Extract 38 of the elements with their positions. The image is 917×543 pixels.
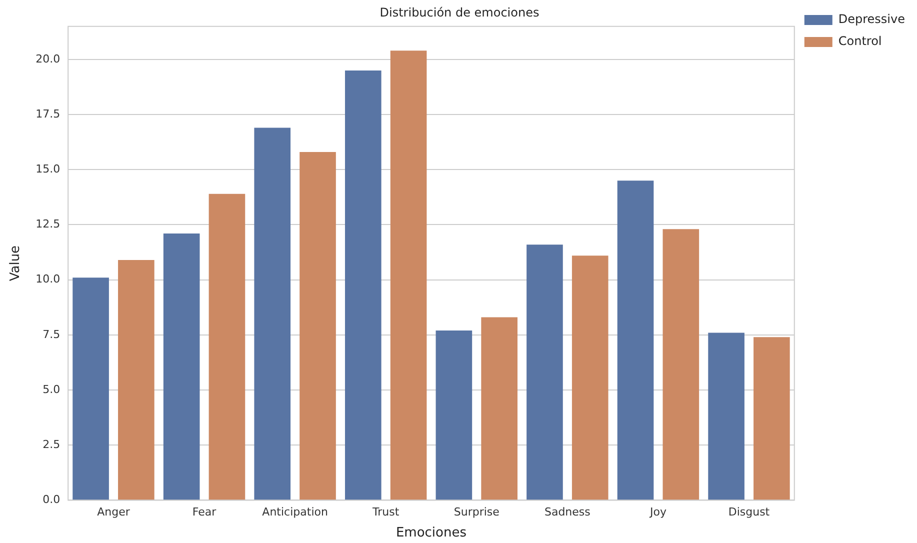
bar (481, 317, 518, 500)
bar (708, 332, 744, 500)
x-tick-label: Anticipation (262, 506, 328, 519)
bar (118, 260, 154, 500)
bar (300, 152, 336, 500)
x-tick-label: Disgust (728, 506, 770, 519)
bar (617, 180, 654, 500)
y-tick-label: 10.0 (36, 272, 60, 286)
legend-label: Depressive (838, 12, 906, 26)
x-tick-label: Fear (192, 506, 217, 519)
y-tick-label: 12.5 (36, 218, 60, 231)
bar (390, 50, 427, 500)
y-axis-title: Value (8, 245, 24, 282)
bar (572, 256, 608, 500)
bar (754, 337, 790, 500)
y-tick-label: 20.0 (36, 52, 60, 66)
bar (662, 229, 700, 500)
bar (254, 128, 291, 500)
x-tick-label: Trust (372, 506, 400, 519)
x-tick-label: Surprise (454, 506, 500, 519)
bar (163, 234, 200, 500)
x-tick-label: Joy (648, 506, 667, 519)
y-tick-label: 15.0 (36, 162, 60, 176)
y-tick-label: 5.0 (42, 382, 60, 396)
x-tick-label: Anger (97, 506, 130, 519)
y-tick-label: 7.5 (42, 328, 60, 341)
y-tick-label: 0.0 (42, 493, 60, 506)
bar (208, 194, 246, 500)
bar (436, 330, 472, 500)
x-tick-label: Sadness (544, 506, 591, 519)
bar (344, 70, 382, 500)
x-axis-title: Emociones (396, 526, 467, 541)
y-tick-label: 17.5 (36, 107, 60, 120)
legend-label: Control (838, 34, 882, 48)
y-tick-label: 2.5 (42, 438, 60, 451)
bar (526, 244, 563, 500)
chart-title: Distribución de emociones (380, 5, 540, 20)
bar (72, 278, 109, 500)
